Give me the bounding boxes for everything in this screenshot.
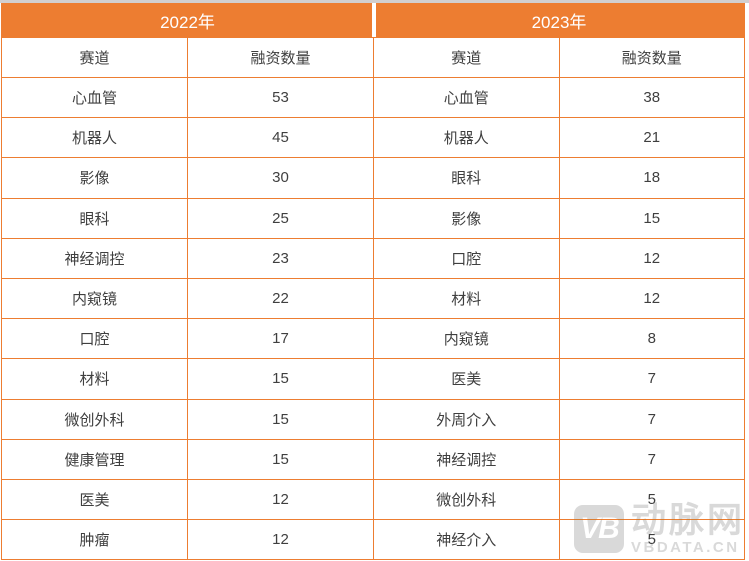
table-row: 心血管 38 <box>373 76 745 119</box>
table-row: 心血管 53 <box>1 76 374 119</box>
table-row: 健康管理 15 <box>1 438 374 480</box>
count-cell: 15 <box>187 358 374 400</box>
track-cell: 神经介入 <box>373 519 560 561</box>
track-cell: 心血管 <box>373 76 560 119</box>
table-row: 微创外科 5 <box>373 478 745 521</box>
table-row: 机器人 45 <box>1 117 374 159</box>
header-divider-gap <box>372 3 376 37</box>
col-header-track-2023: 赛道 <box>373 37 560 78</box>
track-cell: 眼科 <box>1 197 188 239</box>
count-cell: 53 <box>187 76 374 119</box>
track-cell: 内窥镜 <box>1 277 188 320</box>
top-edge-strip <box>0 0 749 3</box>
count-cell: 12 <box>187 478 374 521</box>
count-cell: 38 <box>558 76 745 119</box>
count-cell: 7 <box>558 438 745 480</box>
table-row: 神经调控 7 <box>373 438 745 480</box>
col-header-track-2022: 赛道 <box>1 37 188 78</box>
track-cell: 神经调控 <box>1 237 188 279</box>
table-row: 内窥镜 8 <box>373 318 745 360</box>
count-cell: 8 <box>558 318 745 360</box>
col-header-count-2023: 融资数量 <box>558 37 745 78</box>
table-row: 口腔 17 <box>1 318 374 360</box>
table-2023: 2023年 赛道 融资数量 心血管 38 机器人 21 眼科 18 影像 15 口腔 12 材料 12… <box>373 3 745 561</box>
table-row: 神经介入 5 <box>373 519 745 561</box>
track-cell: 口腔 <box>373 237 560 279</box>
table-row: 机器人 21 <box>373 117 745 159</box>
track-cell: 神经调控 <box>373 438 560 480</box>
count-cell: 22 <box>187 277 374 320</box>
track-cell: 微创外科 <box>1 398 188 440</box>
count-cell: 5 <box>558 519 745 561</box>
year-header-2023: 2023年 <box>373 3 745 38</box>
track-cell: 健康管理 <box>1 438 188 480</box>
track-cell: 材料 <box>373 277 560 320</box>
table-row: 神经调控 23 <box>1 237 374 279</box>
track-cell: 肿瘤 <box>1 519 188 561</box>
track-cell: 机器人 <box>1 117 188 159</box>
track-cell: 材料 <box>1 358 188 400</box>
count-cell: 12 <box>558 277 745 320</box>
col-header-count-2022: 融资数量 <box>187 37 374 78</box>
count-cell: 12 <box>187 519 374 561</box>
count-cell: 15 <box>558 197 745 239</box>
table-row: 材料 12 <box>373 277 745 320</box>
count-cell: 12 <box>558 237 745 279</box>
track-cell: 外周介入 <box>373 398 560 440</box>
table-row: 影像 30 <box>1 157 374 199</box>
count-cell: 18 <box>558 157 745 199</box>
track-cell: 医美 <box>373 358 560 400</box>
table-row: 眼科 18 <box>373 157 745 199</box>
track-cell: 内窥镜 <box>373 318 560 360</box>
track-cell: 影像 <box>373 197 560 239</box>
table-body-2023: 心血管 38 机器人 21 眼科 18 影像 15 口腔 12 材料 12 内窥镜 8 医美 7 外周介入 7 神经… <box>373 76 745 561</box>
track-cell: 心血管 <box>1 76 188 119</box>
count-cell: 21 <box>558 117 745 159</box>
table-row: 影像 15 <box>373 197 745 239</box>
table-2022: 2022年 赛道 融资数量 心血管 53 机器人 45 影像 30 眼科 25 神经调控 23 内窥… <box>1 3 374 561</box>
count-cell: 7 <box>558 358 745 400</box>
track-cell: 医美 <box>1 478 188 521</box>
table-row: 内窥镜 22 <box>1 277 374 320</box>
count-cell: 30 <box>187 157 374 199</box>
track-cell: 影像 <box>1 157 188 199</box>
count-cell: 23 <box>187 237 374 279</box>
table-row: 眼科 25 <box>1 197 374 239</box>
count-cell: 5 <box>558 478 745 521</box>
track-cell: 微创外科 <box>373 478 560 521</box>
table-row: 口腔 12 <box>373 237 745 279</box>
count-cell: 25 <box>187 197 374 239</box>
comparison-tables: 2022年 赛道 融资数量 心血管 53 机器人 45 影像 30 眼科 25 神经调控 23 内窥… <box>1 3 746 561</box>
count-cell: 15 <box>187 398 374 440</box>
year-header-2022: 2022年 <box>1 3 374 38</box>
track-cell: 口腔 <box>1 318 188 360</box>
count-cell: 7 <box>558 398 745 440</box>
table-body-2022: 心血管 53 机器人 45 影像 30 眼科 25 神经调控 23 内窥镜 22 口腔 17 材料 15 微创外… <box>1 76 374 561</box>
table-row: 外周介入 7 <box>373 398 745 440</box>
table-row: 材料 15 <box>1 358 374 400</box>
table-row: 医美 12 <box>1 478 374 521</box>
track-cell: 机器人 <box>373 117 560 159</box>
table-row: 微创外科 15 <box>1 398 374 440</box>
count-cell: 17 <box>187 318 374 360</box>
count-cell: 15 <box>187 438 374 480</box>
count-cell: 45 <box>187 117 374 159</box>
table-row: 肿瘤 12 <box>1 519 374 561</box>
table-row: 医美 7 <box>373 358 745 400</box>
track-cell: 眼科 <box>373 157 560 199</box>
